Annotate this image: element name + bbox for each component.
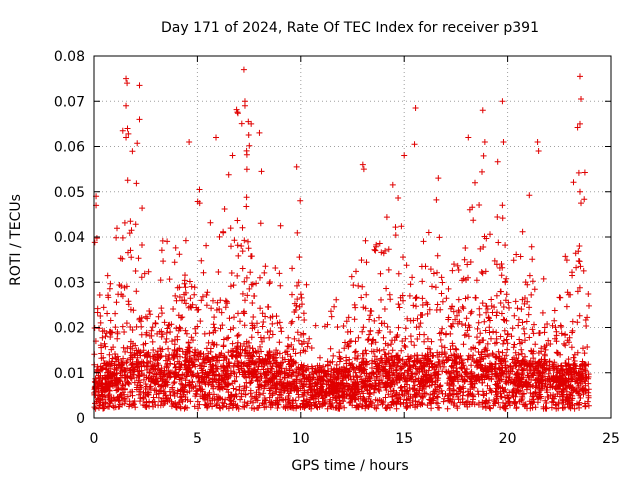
x-tick-label: 15 [395,431,413,447]
axis-ticks [93,55,612,419]
roti-outlier-point [576,120,583,127]
roti-outlier-point [578,95,585,102]
x-tick-label: 5 [193,431,202,447]
roti-outlier-point [360,166,367,173]
x-tick-label: 10 [292,431,310,447]
gridlines [94,56,611,418]
roti-outlier-point [411,141,418,148]
x-axis-label: GPS time / hours [291,458,408,474]
data-points [91,66,592,412]
roti-outlier-point [359,161,366,168]
x-tick-label: 0 [90,431,99,447]
roti-outlier-point [123,134,130,141]
roti-outlier-point [576,188,583,195]
roti-points-cloud [91,106,592,412]
y-tick-label: 0.01 [54,366,85,382]
y-tick-labels: 0 0.01 0.02 0.03 0.04 0.05 0.06 0.07 0.08 [54,49,85,427]
y-tick-label: 0 [76,411,85,427]
y-tick-label: 0.03 [54,275,85,291]
x-tick-label: 20 [499,431,517,447]
roti-outlier-point [481,138,488,145]
roti-outlier-point [576,73,583,80]
roti-outlier-point [479,107,486,114]
y-tick-label: 0.07 [54,94,85,110]
roti-outlier-point [248,120,255,127]
roti-outlier-point [240,66,247,73]
roti-outlier-point [241,102,248,109]
roti-outlier-point [435,175,442,182]
roti-outlier-point [534,138,541,145]
y-tick-label: 0.04 [54,230,85,246]
roti-outlier-point [500,138,507,145]
chart-title: Day 171 of 2024, Rate Of TEC Index for r… [161,20,539,36]
roti-outlier-point [256,129,263,136]
roti-outlier-point [401,152,408,159]
y-axis-label: ROTI / TECUs [8,194,24,286]
roti-outlier-point [535,148,542,155]
roti-outlier-point [412,105,419,112]
y-tick-label: 0.08 [54,49,85,65]
roti-outlier-point [123,75,130,82]
roti-outlier-point [123,102,130,109]
y-tick-label: 0.02 [54,321,85,337]
roti-outlier-point [499,98,506,105]
roti-outlier-point [465,134,472,141]
roti-outlier-point [229,152,236,159]
y-tick-label: 0.06 [54,140,85,156]
roti-outlier-point [186,138,193,145]
y-tick-label: 0.05 [54,185,85,201]
roti-outlier-point [124,80,131,87]
roti-outlier-point [136,116,143,123]
roti-outlier-point [196,186,203,193]
roti-outlier-point [293,163,300,170]
roti-outlier-point [258,168,265,175]
roti-outlier-point [136,82,143,89]
roti-outlier-point [578,200,585,207]
roti-outlier-point [213,134,220,141]
x-tick-labels: 0 5 10 15 20 25 [90,431,620,447]
x-tick-label: 25 [602,431,620,447]
